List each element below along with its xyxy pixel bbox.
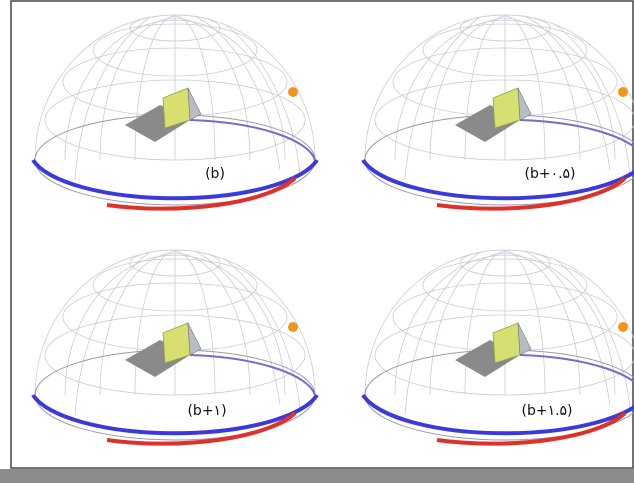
panel-label: (b+۱) [187,403,226,419]
bottom-bar [0,469,634,483]
panel-label: (b) [205,166,225,182]
panel-label: (b+۰.۵) [524,166,575,182]
panel-label: (b+۱.۵) [521,403,572,419]
